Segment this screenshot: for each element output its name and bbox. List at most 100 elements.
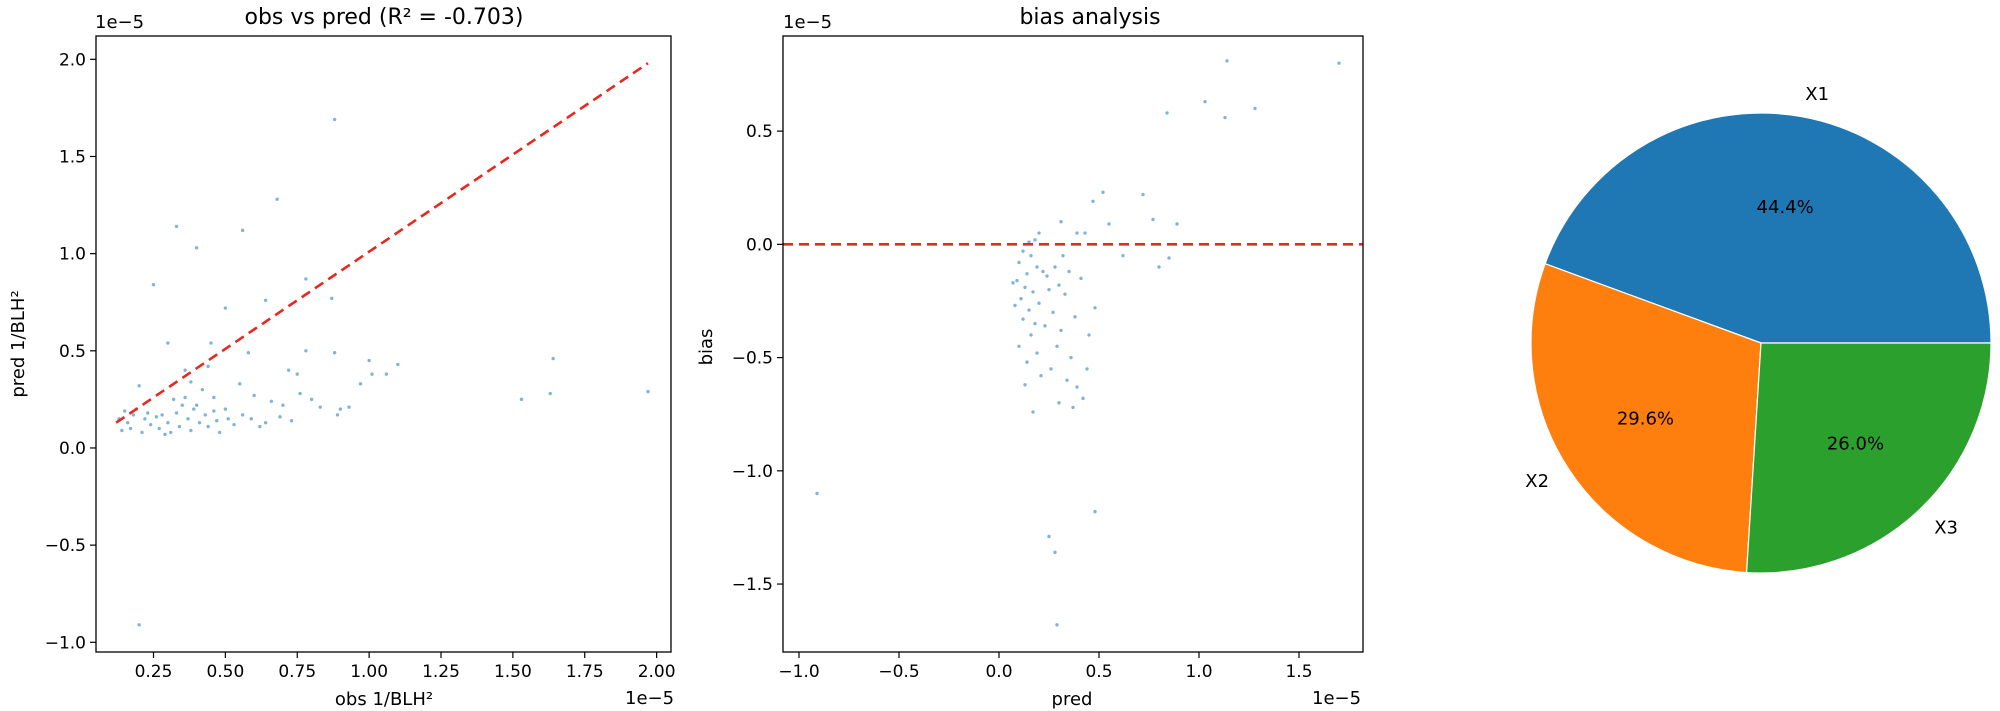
scatter-panel-obs-vs-pred: obs vs pred (R² = -0.703) 1e−5 −1.0 −0.5 0… [8, 5, 676, 710]
data-point [180, 403, 184, 407]
data-point [1023, 383, 1027, 387]
pie-percent-label: 29.6% [1617, 408, 1674, 429]
data-point [1047, 534, 1051, 539]
y-offset-label: 1e−5 [95, 12, 144, 33]
data-point [206, 364, 210, 369]
data-point [1035, 351, 1039, 355]
y-tick-label: −1.0 [45, 633, 86, 653]
data-point [551, 356, 555, 361]
data-point [1025, 272, 1029, 276]
data-point [1157, 265, 1161, 269]
data-point [1107, 222, 1111, 226]
data-point [189, 428, 193, 433]
chart-title: bias analysis [1019, 5, 1160, 30]
data-point [232, 422, 236, 427]
y-tick-label: −1.0 [732, 462, 773, 482]
data-point [223, 306, 228, 310]
x-offset-label: 1e−5 [625, 688, 674, 709]
data-point [194, 403, 199, 407]
data-point [1223, 115, 1227, 120]
y-tick-label: 1.0 [59, 245, 86, 265]
pie-slice-x2 [1530, 262, 1762, 574]
data-point [223, 407, 228, 411]
data-point [269, 399, 274, 404]
y-axis-label: pred 1/BLH² [8, 290, 29, 397]
data-point [1167, 256, 1171, 260]
data-point [1075, 385, 1079, 389]
data-point [146, 411, 150, 415]
data-point [263, 421, 268, 425]
data-point [1079, 276, 1083, 281]
data-point [148, 422, 153, 427]
y-tick-label: 0.0 [746, 235, 773, 255]
pie-label: X1 [1805, 84, 1829, 105]
data-point [215, 419, 219, 423]
data-point [278, 415, 282, 419]
data-point [143, 417, 147, 421]
data-point [1031, 410, 1035, 414]
data-point [1013, 303, 1017, 308]
data-point [1073, 315, 1077, 319]
data-point [1055, 623, 1059, 627]
data-point [1091, 199, 1095, 204]
y-tick-label: 0.5 [59, 342, 86, 362]
data-point [1067, 269, 1071, 274]
data-point [1225, 59, 1229, 63]
data-point [194, 246, 199, 250]
data-point [1151, 217, 1155, 222]
data-point [519, 397, 524, 402]
data-point [1027, 308, 1031, 312]
data-point [1253, 106, 1257, 111]
data-point [120, 428, 124, 433]
data-point [548, 391, 552, 396]
data-point [338, 407, 343, 411]
data-point [304, 277, 308, 281]
data-point [1023, 285, 1027, 290]
chart-title: obs vs pred (R² = -0.703) [245, 5, 524, 30]
data-point [263, 298, 268, 302]
x-tick-label: 0.5 [1085, 662, 1112, 682]
data-point [258, 424, 262, 429]
scatter-panel-bias-analysis: bias analysis 1e−5 −1.5 −1.0 −0.5 0.0 0.5 −1… [696, 5, 1364, 710]
data-point [154, 415, 159, 419]
data-point [137, 623, 141, 627]
x-tick-label: 0.25 [135, 662, 173, 682]
data-point [1045, 274, 1049, 278]
x-tick-label: 2.00 [638, 662, 676, 682]
data-point [295, 372, 299, 376]
data-point [309, 397, 314, 402]
data-point [1027, 240, 1031, 244]
data-point [183, 368, 187, 372]
x-tick-label: 1.0 [1185, 662, 1212, 682]
data-point [192, 407, 196, 411]
data-point [1017, 344, 1021, 348]
y-tick-label: −0.5 [45, 536, 86, 556]
data-point [137, 384, 141, 388]
pie-label: X3 [1934, 517, 1958, 538]
y-offset-label: 1e−5 [783, 12, 832, 33]
x-tick-label: −1.0 [778, 662, 819, 682]
x-tick-label: 0.75 [278, 662, 316, 682]
y-tick-label: 1.5 [59, 147, 86, 167]
data-point [1063, 292, 1067, 296]
data-point [1015, 278, 1019, 283]
data-point [1087, 333, 1091, 337]
data-point [212, 409, 216, 413]
data-point [646, 389, 650, 394]
data-point [1035, 265, 1039, 269]
data-point [1039, 374, 1043, 378]
data-point [358, 382, 363, 386]
data-point [123, 409, 127, 413]
data-point [332, 117, 337, 122]
data-point [1017, 260, 1021, 265]
data-point [1165, 111, 1169, 115]
x-tick-label: 1.5 [1285, 662, 1312, 682]
data-point [1057, 283, 1061, 287]
data-point [1337, 61, 1341, 65]
data-point [128, 426, 133, 431]
data-point [1057, 401, 1061, 405]
data-point [1059, 328, 1063, 333]
data-point [169, 430, 173, 435]
x-axis-label: obs 1/BLH² [335, 689, 433, 710]
